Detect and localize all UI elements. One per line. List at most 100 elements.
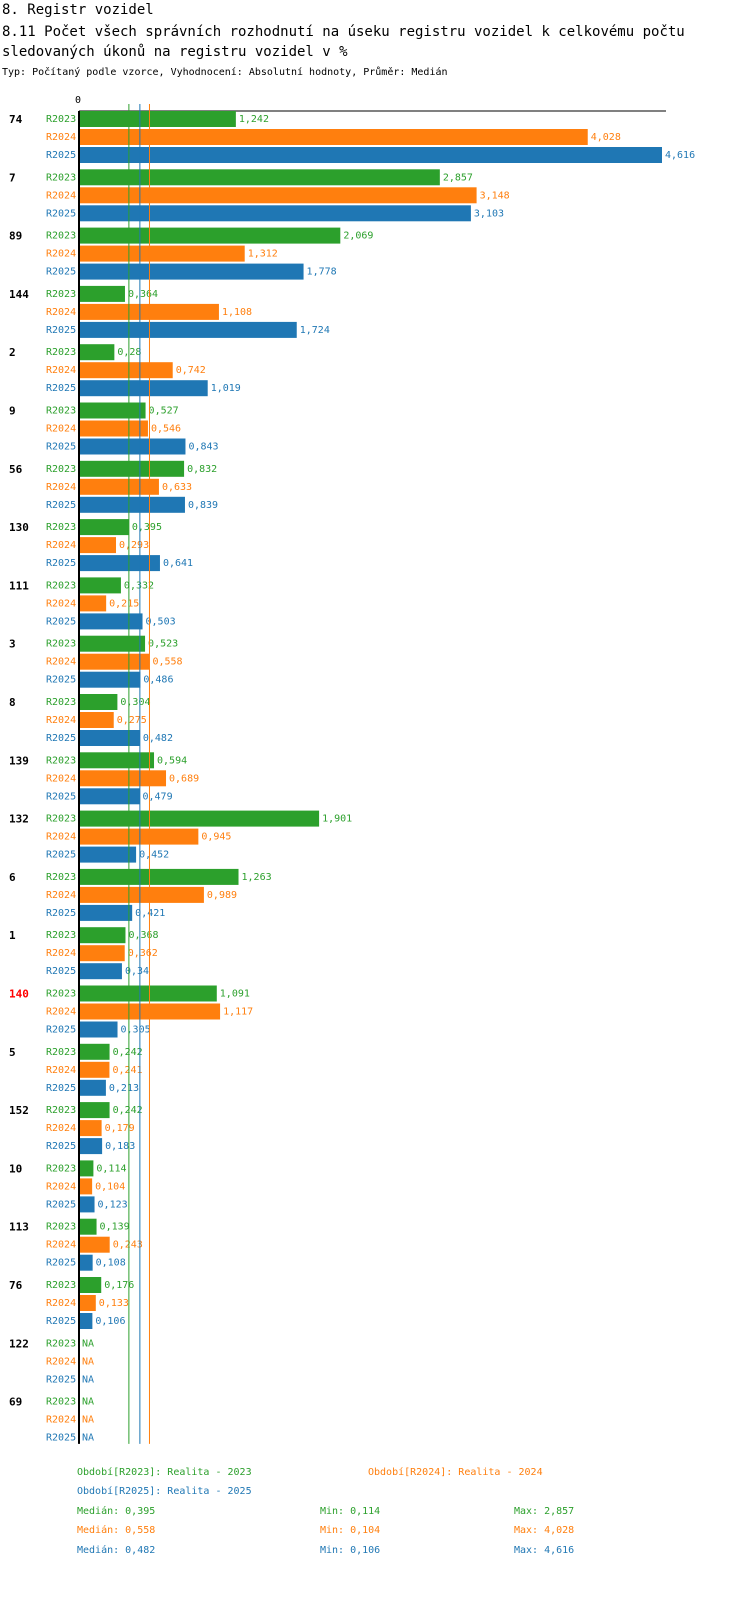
bar [79,263,304,280]
value-label: 1,778 [307,267,337,278]
series-label: R2025 [46,1258,76,1269]
bar [79,362,173,379]
value-label: 0,108 [96,1258,126,1269]
value-label: 1,724 [300,325,330,336]
bar [79,1160,94,1177]
series-label: R2024 [46,424,76,435]
series-label: R2023 [46,580,76,591]
value-label: 0,527 [149,406,179,417]
bar [79,1196,95,1213]
stat-min-r2023: Min: 0,114 [320,1506,381,1517]
legend-r2023: Období[R2023]: Realita - 2023 [77,1467,252,1478]
bar [79,519,129,536]
series-label: R2024 [46,657,76,668]
category-label: 5 [9,1046,16,1059]
category-label: 139 [9,754,29,767]
bar [79,694,118,710]
bar [79,1061,110,1078]
value-label: 1,242 [239,114,269,125]
bar [79,285,125,302]
value-label: 0,179 [105,1123,135,1134]
value-label: 0,114 [96,1163,126,1174]
bar [79,460,185,477]
series-label: R2025 [46,791,76,802]
category-label: 130 [9,521,29,534]
bar [79,1313,93,1329]
value-label: 0,213 [109,1083,139,1094]
value-label: 0,843 [188,442,218,453]
series-label: R2025 [46,966,76,977]
bar [79,555,160,572]
category-label: 140 [9,988,29,1001]
series-label: R2025 [46,1374,76,1385]
series-label: R2025 [46,850,76,861]
series-label: R2025 [46,442,76,453]
bar [79,577,121,594]
value-label: NA [82,1374,94,1385]
category-label: 74 [9,113,23,126]
category-label: 6 [9,871,16,884]
bar [79,613,143,630]
series-label: R2024 [46,1356,76,1367]
series-label: R2024 [46,482,76,493]
bar [79,169,440,186]
bar [79,927,126,944]
bar [79,1138,103,1155]
bar [79,1120,102,1137]
value-label: NA [82,1397,94,1408]
series-label: R2024 [46,132,76,143]
series-label: R2023 [46,114,76,125]
value-label: 0,641 [163,558,193,569]
bar [79,752,155,769]
bar [79,846,137,863]
bar [79,810,320,827]
legend-r2025: Období[R2025]: Realita - 2025 [77,1486,252,1497]
category-label: 69 [9,1396,22,1409]
series-label: R2024 [46,540,76,551]
bar [79,635,146,652]
value-label: 0,395 [132,522,162,533]
series-label: R2025 [46,558,76,569]
value-label: 0,523 [148,639,178,650]
x-axis-zero-label: 0 [75,95,81,106]
bar [79,438,186,455]
stat-median-r2023: Medián: 0,395 [77,1506,156,1517]
bar [79,187,477,204]
bar [79,712,114,728]
stat-max-r2025: Max: 4,616 [514,1545,575,1556]
value-label: NA [82,1433,94,1444]
series-label: R2023 [46,872,76,883]
value-label: NA [82,1415,94,1426]
category-label: 111 [9,579,29,592]
bar [79,380,208,397]
value-label: 0,368 [128,930,158,941]
value-label: 0,452 [139,850,169,861]
value-label: 0,305 [121,1025,151,1036]
bar [79,303,219,320]
series-label: R2023 [46,1338,76,1349]
value-label: 0,558 [152,657,182,668]
value-label: 0,139 [100,1222,130,1233]
series-label: R2025 [46,1083,76,1094]
category-label: 76 [9,1279,23,1292]
value-label: 2,857 [443,172,473,183]
stat-min-r2024: Min: 0,104 [320,1525,381,1536]
series-label: R2024 [46,832,76,843]
bar [79,985,217,1002]
bar [79,788,140,805]
series-label: R2025 [46,325,76,336]
series-label: R2023 [46,1105,76,1116]
value-label: 0,503 [146,616,176,627]
bar [79,1102,110,1119]
value-label: 4,028 [591,132,621,143]
value-label: 0,104 [95,1181,125,1192]
category-label: 1 [9,929,16,942]
series-label: R2024 [46,1007,76,1018]
series-label: R2024 [46,715,76,726]
value-label: 1,312 [248,249,278,260]
bar [79,1043,110,1060]
series-label: R2025 [46,1141,76,1152]
series-label: R2024 [46,249,76,260]
series-label: R2023 [46,697,76,708]
series-label: R2025 [46,1316,76,1327]
